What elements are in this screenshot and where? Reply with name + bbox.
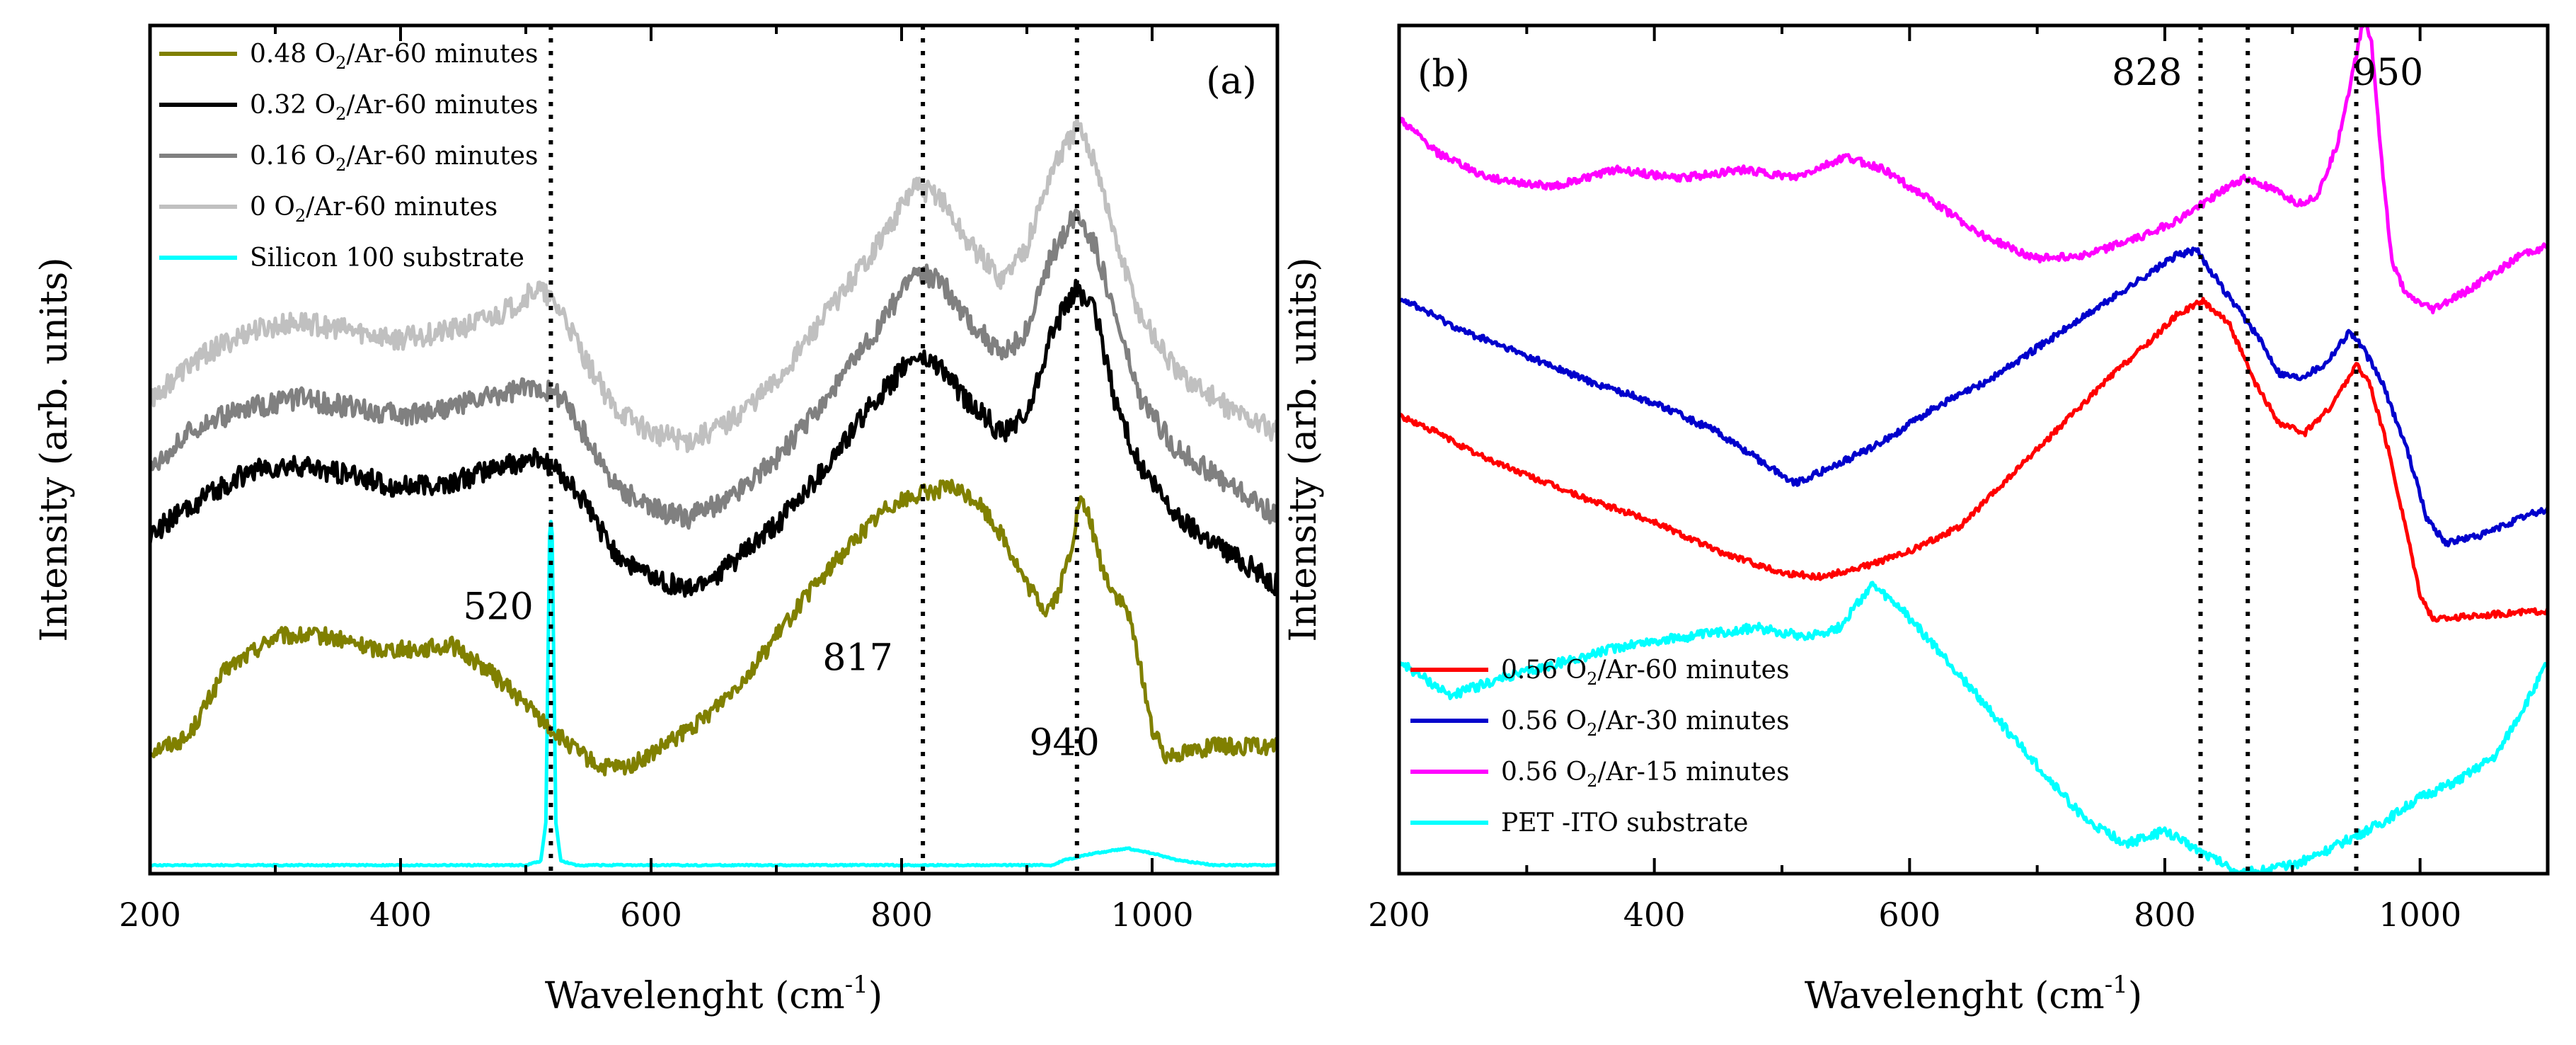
x-tick-label: 1000 bbox=[2379, 896, 2461, 934]
legend-entry-0: 0.48 O2/Ar-60 minutes bbox=[250, 40, 538, 73]
legend-entry-1: 0.56 O2/Ar-30 minutes bbox=[1501, 707, 1789, 740]
x-tick-label: 400 bbox=[369, 896, 432, 934]
legend-entry-2: 0.16 O2/Ar-60 minutes bbox=[250, 142, 538, 175]
series-line-3 bbox=[1399, 581, 2548, 874]
plot-area bbox=[150, 117, 1277, 868]
peak-annotation-2: 940 bbox=[1029, 721, 1099, 764]
y-axis-label: Intensity (arb. units) bbox=[1282, 257, 1325, 641]
x-tick-label: 600 bbox=[620, 896, 682, 934]
panel-label: (b) bbox=[1418, 53, 1470, 96]
x-tick-label: 800 bbox=[2134, 896, 2196, 934]
series-line-0 bbox=[1399, 297, 2548, 623]
x-tick-label: 800 bbox=[870, 896, 933, 934]
legend-entry-1: 0.32 O2/Ar-60 minutes bbox=[250, 91, 538, 124]
series-line-2 bbox=[1399, 25, 2548, 314]
x-tick-label: 600 bbox=[1878, 896, 1940, 934]
legend-entry-3: 0 O2/Ar-60 minutes bbox=[250, 193, 498, 226]
x-tick-label: 200 bbox=[119, 896, 181, 934]
x-axis-label: Wavelenght (cm-1) bbox=[1805, 971, 2142, 1017]
panel-label: (a) bbox=[1206, 60, 1257, 103]
x-tick-label: 1000 bbox=[1110, 896, 1193, 934]
x-axis-label: Wavelenght (cm-1) bbox=[545, 971, 882, 1017]
series-line-1 bbox=[150, 278, 1277, 598]
legend-entry-0: 0.56 O2/Ar-60 minutes bbox=[1501, 656, 1789, 689]
x-tick-label: 200 bbox=[1368, 896, 1430, 934]
plot-frame bbox=[1397, 23, 2550, 876]
y-axis-label: Intensity (arb. units) bbox=[33, 257, 76, 641]
series-line-1 bbox=[1399, 246, 2548, 548]
legend-entry-4: Silicon 100 substrate bbox=[250, 244, 524, 273]
series-line-4 bbox=[150, 520, 1277, 868]
legend-entry-2: 0.56 O2/Ar-15 minutes bbox=[1501, 758, 1789, 791]
series-line-2 bbox=[150, 208, 1277, 530]
x-tick-label: 400 bbox=[1623, 896, 1686, 934]
peak-annotation-1: 950 bbox=[2353, 52, 2423, 94]
peak-annotation-1: 817 bbox=[822, 636, 892, 679]
peak-annotation-0: 828 bbox=[2112, 52, 2182, 94]
peak-annotation-0: 520 bbox=[463, 586, 533, 629]
panel-a: 200 400 600 800 1000 Wavelenght (cm-1) Intensi… bbox=[33, 23, 1280, 1017]
series-line-0 bbox=[150, 479, 1277, 777]
plot-frame bbox=[148, 23, 1280, 876]
legend-entry-3: PET -ITO substrate bbox=[1501, 809, 1748, 838]
panel-b: 200 400 600 800 1000 Wavelenght (cm-1) Intensi… bbox=[1282, 23, 2550, 1017]
plot-area bbox=[1399, 25, 2548, 874]
series-line-3 bbox=[150, 117, 1277, 453]
